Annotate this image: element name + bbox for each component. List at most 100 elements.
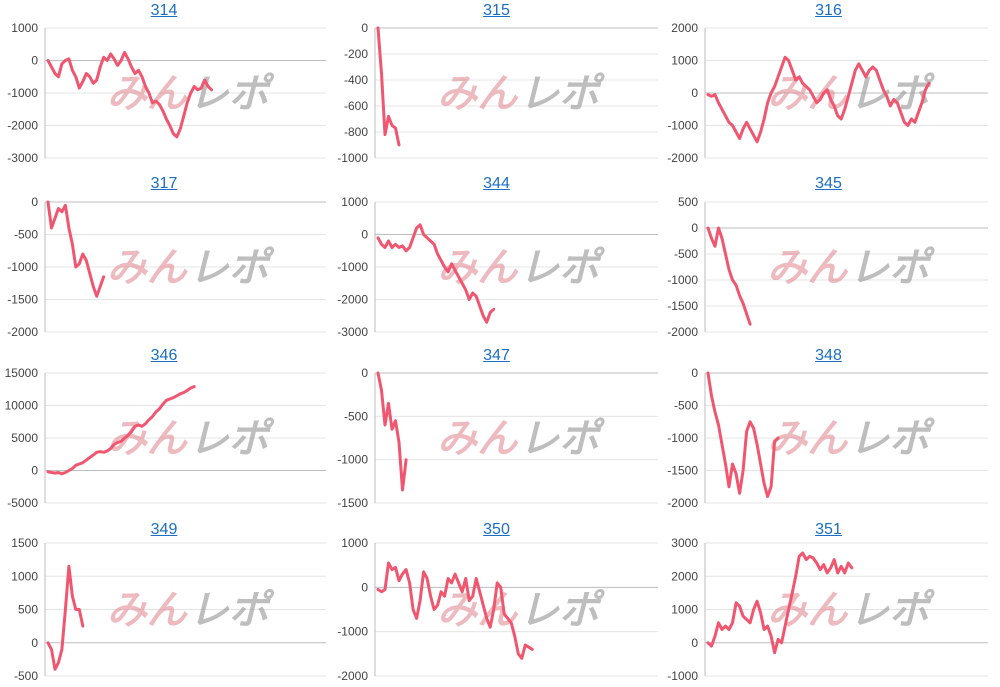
- series-line: [46, 200, 106, 298]
- y-tick-label: 1000: [341, 536, 368, 550]
- y-tick-label: -1000: [667, 431, 698, 445]
- y-tick-label: 0: [691, 366, 698, 380]
- line-chart: 15000 10000 5000 0 -5000 みん レポ: [5, 366, 326, 510]
- chart-panel-317: 317 0 -500 -1000 -1500 -2000 みん レポ: [0, 173, 328, 340]
- y-tick-label: -500: [674, 399, 698, 413]
- watermark-logo: レポ: [849, 246, 935, 290]
- chart-panel-347: 347 0 -500 -1000 -1500 みん レポ: [333, 345, 660, 511]
- y-tick-label: -1500: [667, 299, 698, 313]
- chart-title-link[interactable]: 345: [815, 175, 842, 192]
- chart-title-link[interactable]: 315: [483, 2, 510, 19]
- y-tick-label: 0: [31, 464, 38, 478]
- chart-panel-350: 350 1000 0 -1000 -2000 みん レポ: [333, 519, 660, 684]
- y-tick-label: 3000: [671, 536, 698, 550]
- chart-title-link[interactable]: 348: [815, 347, 842, 364]
- chart-title-link[interactable]: 344: [483, 175, 510, 192]
- chart-title-link[interactable]: 317: [150, 175, 178, 192]
- y-tick-label: -1000: [667, 273, 698, 287]
- series-line: [376, 371, 408, 492]
- line-chart: 0 -500 -1000 -1500 みん レポ: [337, 366, 658, 510]
- chart-title-link[interactable]: 316: [815, 2, 842, 19]
- series-line: [46, 385, 196, 476]
- y-tick-label: -1000: [337, 453, 368, 467]
- y-tick-label: -1000: [667, 119, 698, 133]
- y-tick-label: -2000: [337, 669, 368, 683]
- y-tick-label: -500: [14, 669, 38, 683]
- line-chart: 1000 0 -1000 -2000 みん レポ: [337, 536, 658, 683]
- y-tick-label: 0: [691, 86, 698, 100]
- y-tick-label: -1000: [337, 260, 368, 274]
- y-tick-label: -2000: [667, 151, 698, 165]
- y-tick-label: 0: [361, 21, 368, 35]
- y-tick-label: 10000: [5, 399, 39, 413]
- chart-title-link[interactable]: 349: [150, 521, 178, 538]
- watermark-logo: レポ: [519, 246, 605, 290]
- chart-title-link[interactable]: 350: [483, 521, 510, 538]
- watermark-logo: レポ: [849, 589, 935, 633]
- y-tick-label: 0: [361, 366, 368, 380]
- line-chart: 3000 2000 1000 0 -1000 みん レポ: [667, 536, 988, 683]
- y-tick-label: -1000: [337, 625, 368, 639]
- series-line: [706, 371, 780, 498]
- watermark-logo: レポ: [849, 417, 935, 461]
- y-tick-label: 0: [31, 636, 38, 650]
- chart-panel-314: 314 1000 0 -1000 -2000 -3000 みん レポ: [0, 0, 328, 166]
- y-tick-label: -2000: [7, 119, 38, 133]
- y-tick-label: 0: [361, 580, 368, 594]
- series-line: [376, 26, 401, 147]
- watermark-logo: レポ: [189, 589, 275, 633]
- y-tick-label: -2000: [667, 496, 698, 510]
- y-tick-label: 500: [18, 603, 38, 617]
- y-tick-label: -2000: [667, 325, 698, 339]
- line-chart: 500 0 -500 -1000 -1500 -2000 みん レポ: [667, 195, 988, 339]
- y-tick-label: 1000: [11, 21, 38, 35]
- y-tick-label: 1000: [671, 54, 698, 68]
- watermark-logo: みん: [107, 246, 189, 290]
- watermark-logo: レポ: [519, 589, 605, 633]
- watermark-logo: みん: [107, 589, 189, 633]
- chart-panel-316: 316 2000 1000 0 -1000 -2000 みん レポ: [667, 0, 990, 166]
- chart-title-link[interactable]: 346: [150, 347, 178, 364]
- line-chart: 0 -200 -400 -600 -800 -1000 みん レポ: [337, 21, 658, 165]
- y-tick-label: 1500: [11, 536, 38, 550]
- y-tick-label: -2000: [7, 325, 38, 339]
- y-tick-label: -500: [674, 247, 698, 261]
- chart-panel-349: 349 1500 1000 500 0 -500 みん レポ: [0, 519, 328, 684]
- chart-title-link[interactable]: 314: [150, 2, 178, 19]
- watermark-logo: レポ: [519, 72, 605, 116]
- chart-panel-345: 345 500 0 -500 -1000 -1500 -2000 みん レポ: [667, 173, 990, 340]
- y-tick-label: 0: [361, 228, 368, 242]
- chart-panel-346: 346 15000 10000 5000 0 -5000 みん レポ: [0, 345, 328, 511]
- series-line: [706, 551, 854, 655]
- watermark-logo: みん: [437, 417, 519, 461]
- y-tick-label: -5000: [7, 496, 38, 510]
- chart-title-link[interactable]: 351: [815, 521, 842, 538]
- series-line: [46, 564, 85, 671]
- series-line: [46, 50, 214, 139]
- y-tick-label: -1500: [337, 496, 368, 510]
- watermark-logo: レポ: [189, 417, 275, 461]
- y-tick-label: -3000: [7, 151, 38, 165]
- chart-title-link[interactable]: 347: [483, 347, 510, 364]
- watermark-logo: レポ: [849, 72, 935, 116]
- watermark-logo: みん: [437, 589, 519, 633]
- y-tick-label: 2000: [671, 569, 698, 583]
- y-tick-label: 1000: [671, 603, 698, 617]
- watermark-logo: みん: [767, 589, 849, 633]
- series-line: [376, 561, 534, 660]
- watermark-logo: レポ: [189, 246, 275, 290]
- series-line: [376, 223, 496, 324]
- chart-panel-351: 351 3000 2000 1000 0 -1000 みん レポ: [667, 519, 990, 684]
- y-tick-label: -1000: [7, 86, 38, 100]
- y-tick-label: -400: [344, 73, 368, 87]
- line-chart: 1500 1000 500 0 -500 みん レポ: [11, 536, 326, 683]
- y-tick-label: 0: [31, 54, 38, 68]
- watermark-logo: みん: [767, 417, 849, 461]
- series-line: [706, 226, 752, 326]
- chart-panel-344: 344 1000 0 -1000 -2000 -3000 みん レポ: [333, 173, 660, 340]
- y-tick-label: -2000: [337, 293, 368, 307]
- y-tick-label: 0: [691, 636, 698, 650]
